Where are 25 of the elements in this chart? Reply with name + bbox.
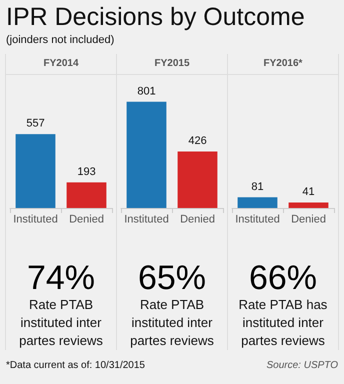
text: Rate PTAB has instituted inter partes reviews xyxy=(238,296,328,350)
x-tick-label: Denied xyxy=(69,214,104,226)
chart-title: FY2014 xyxy=(6,54,116,75)
x-tick-label: Denied xyxy=(291,214,326,226)
data-label: 426 xyxy=(188,134,207,147)
text: IPR Decisions by Outcome xyxy=(6,2,306,32)
x-tick-label: Instituted xyxy=(235,214,280,226)
text: *Data current as of: 10/31/2015 xyxy=(6,360,145,371)
x-tick-label: Denied xyxy=(180,214,215,226)
x-tick-label: Instituted xyxy=(124,214,169,226)
text: (joinders not included) xyxy=(6,33,116,48)
chart-title: FY2016* xyxy=(228,54,338,75)
chart-title: FY2015 xyxy=(117,54,227,75)
data-label: 41 xyxy=(302,186,315,198)
data-label: 801 xyxy=(137,85,156,98)
text: Rate PTAB instituted inter partes reviews xyxy=(129,296,215,350)
data-label: 81 xyxy=(251,180,264,193)
data-label: 557 xyxy=(26,118,45,130)
text: 66% xyxy=(248,259,318,297)
text: Rate PTAB instituted inter partes reviews xyxy=(18,296,104,350)
source-note: Source: USPTO xyxy=(266,360,338,371)
data-label: 193 xyxy=(77,166,96,178)
text: 65% xyxy=(138,259,206,297)
x-tick-label: Instituted xyxy=(13,214,58,226)
text: 74% xyxy=(26,259,96,297)
